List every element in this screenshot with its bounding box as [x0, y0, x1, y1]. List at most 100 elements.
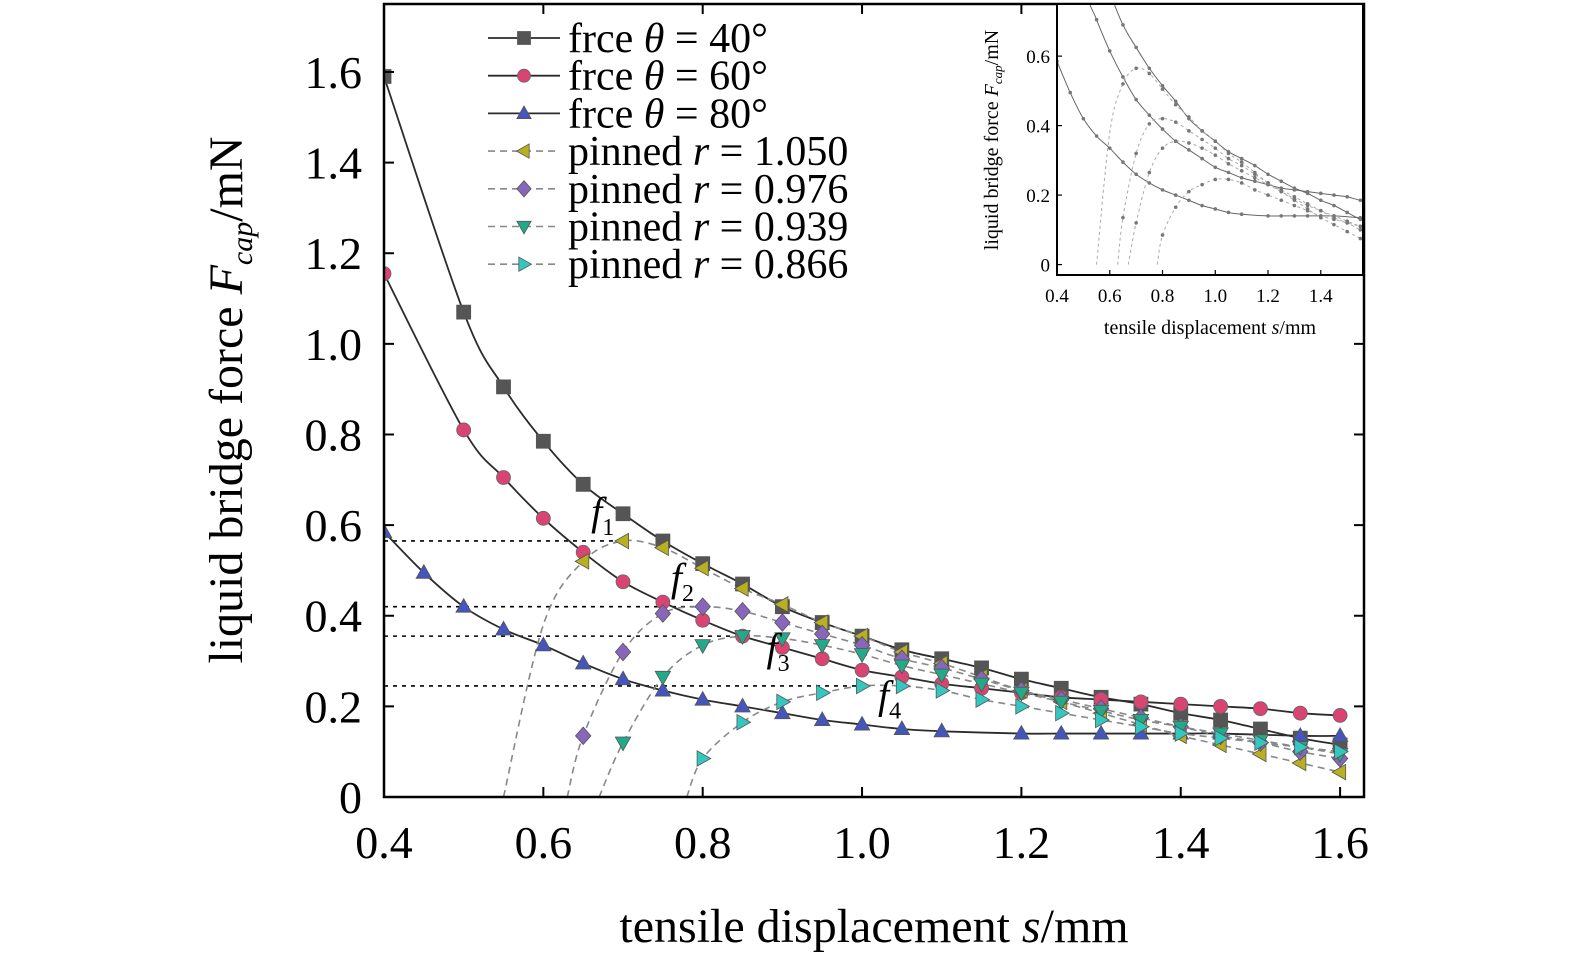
series-7-point-4 — [816, 684, 832, 702]
series-2-point-19 — [1133, 694, 1149, 710]
inset-series-6-point-15 — [1318, 208, 1323, 213]
inset-series-4-point-10 — [1239, 160, 1244, 164]
series-7-point-5 — [856, 677, 871, 695]
inset-series-2-point-18 — [1292, 188, 1297, 192]
inset-chart: 0.4 0.6 0.8 1.0 1.2 1.4 0 0.2 0.4 0.6 tensile di… — [981, 3, 1376, 339]
series-6-point-6 — [813, 639, 831, 655]
inset-series-5-point-8 — [1213, 146, 1218, 150]
y-tick-label: 0.4 — [305, 591, 363, 642]
legend-marker-2 — [517, 68, 531, 83]
inset-series-3-point-12 — [1200, 203, 1204, 208]
inset-series-2-point-5 — [1121, 75, 1125, 79]
inset-y-axis-ticks: 0 0.2 0.4 0.6 — [1026, 47, 1062, 277]
inset-series-7-point-4 — [1200, 182, 1204, 187]
inset-series-3-point-17 — [1279, 214, 1284, 218]
series-3-point-5 — [534, 636, 552, 652]
inset-series-7-point-5 — [1213, 177, 1218, 182]
series-7-point-13 — [1174, 725, 1190, 742]
inset-series-2-point-22 — [1345, 195, 1349, 199]
inset-series-3-point-22 — [1358, 215, 1363, 220]
legend-marker-6 — [516, 220, 532, 235]
series-7-point-3 — [776, 693, 792, 711]
inset-series-6-point-5 — [1187, 141, 1191, 145]
inset-series-1-point-16 — [1266, 172, 1270, 177]
inset-series-2-point-24 — [1372, 200, 1376, 204]
x-tick-label: 1.4 — [1152, 817, 1210, 868]
series-4-point-5 — [733, 580, 749, 597]
inset-series-2-point-4 — [1107, 49, 1112, 53]
x-tick-label: 1.6 — [1311, 817, 1369, 868]
series-4-point-3 — [653, 539, 669, 557]
x-axis-title: tensile displacement s/mm — [619, 900, 1128, 953]
inset-series-7-point-2 — [1173, 205, 1178, 210]
inset-series-7-point-10 — [1279, 198, 1284, 203]
inset-series-1-point-5 — [1121, 23, 1125, 27]
legend-label-4: pinned r = 1.050 — [568, 129, 848, 175]
series-7-point-12 — [1134, 718, 1150, 736]
series-3-point-11 — [773, 704, 791, 720]
series-2-point-22 — [1253, 701, 1268, 717]
inset-series-1-point-14 — [1239, 156, 1244, 161]
inset-series-3-point-14 — [1226, 210, 1231, 215]
series-2-point-24 — [1332, 708, 1348, 723]
inset-series-4-point-3 — [1147, 71, 1152, 76]
inset-series-6-point-7 — [1213, 153, 1218, 157]
inset-series-4-point-7 — [1200, 129, 1204, 133]
inset-series-3-point-19 — [1305, 214, 1310, 218]
series-2-point-2 — [456, 422, 472, 438]
inset-series-5-point-20 — [1372, 233, 1376, 237]
inset-series-4-point-6 — [1187, 115, 1191, 119]
inset-series-5-point-2 — [1134, 151, 1138, 156]
legend-label-6: pinned r = 0.939 — [568, 205, 848, 251]
inset-series-6-point-3 — [1160, 146, 1165, 150]
y-axis-title: liquid bridge force Fcap/mN — [200, 136, 259, 663]
inset-series-3-point-18 — [1292, 214, 1297, 218]
series-line-5 — [566, 605, 1341, 797]
series-2-point-4 — [535, 510, 551, 526]
inset-series-6-point-1 — [1134, 221, 1138, 225]
series-2-point-3 — [496, 470, 511, 485]
inset-series-6-point-6 — [1200, 146, 1204, 150]
series-4-point-2 — [614, 532, 630, 550]
inset-x-axis-title: tensile displacement s/mm — [1104, 317, 1317, 339]
y-tick-label: 0.6 — [305, 500, 363, 551]
inset-series-7-point-16 — [1358, 224, 1363, 229]
inset-series-2-point-21 — [1332, 193, 1336, 197]
series-6-point-7 — [853, 648, 871, 664]
y-tick-label: 0 — [339, 772, 362, 823]
inset-y-tick-label: 0.4 — [1026, 117, 1050, 138]
plot-frame — [382, 2, 1366, 799]
x-tick-label: 1.2 — [993, 817, 1051, 868]
legend-marker-5 — [516, 180, 532, 198]
inset-x-tick-label: 0.6 — [1098, 286, 1122, 307]
series-6-point-1 — [614, 736, 632, 752]
inset-series-5-point-10 — [1239, 163, 1244, 168]
inset-series-4-point-17 — [1332, 222, 1336, 227]
inset-series-3-point-2 — [1068, 90, 1072, 95]
series-1-point-2 — [456, 304, 472, 320]
series-5-point-5 — [734, 601, 751, 621]
annotation-f1: f1 — [591, 489, 614, 541]
series-layer — [384, 69, 1349, 797]
y-tick-label: 0.2 — [305, 681, 363, 732]
inset-series-2-point-3 — [1094, 17, 1099, 22]
inset-x-tick-label: 0.8 — [1151, 286, 1175, 307]
series-2-point-23 — [1292, 705, 1308, 721]
inset-series-7-point-9 — [1266, 193, 1270, 197]
inset-series-5-point-5 — [1173, 120, 1178, 124]
inset-series-2-point-8 — [1160, 127, 1165, 131]
inset-series-5-point-19 — [1358, 228, 1363, 232]
inset-series-6-point-4 — [1173, 139, 1178, 144]
legend-marker-4 — [515, 143, 530, 159]
inset-series-4-point-5 — [1173, 102, 1178, 107]
series-7-point-15 — [1254, 734, 1270, 752]
series-7-point-14 — [1214, 729, 1230, 747]
legend-marker-7 — [518, 256, 533, 273]
x-tick-label: 0.4 — [355, 817, 413, 868]
series-3-point-2 — [415, 563, 433, 579]
inset-series-6-point-16 — [1332, 214, 1336, 218]
inset-x-tick-label: 1.0 — [1203, 286, 1227, 307]
series-6-point-10 — [973, 677, 990, 693]
inset-series-5-point-4 — [1160, 116, 1165, 121]
inset-series-5-point-6 — [1187, 129, 1191, 133]
